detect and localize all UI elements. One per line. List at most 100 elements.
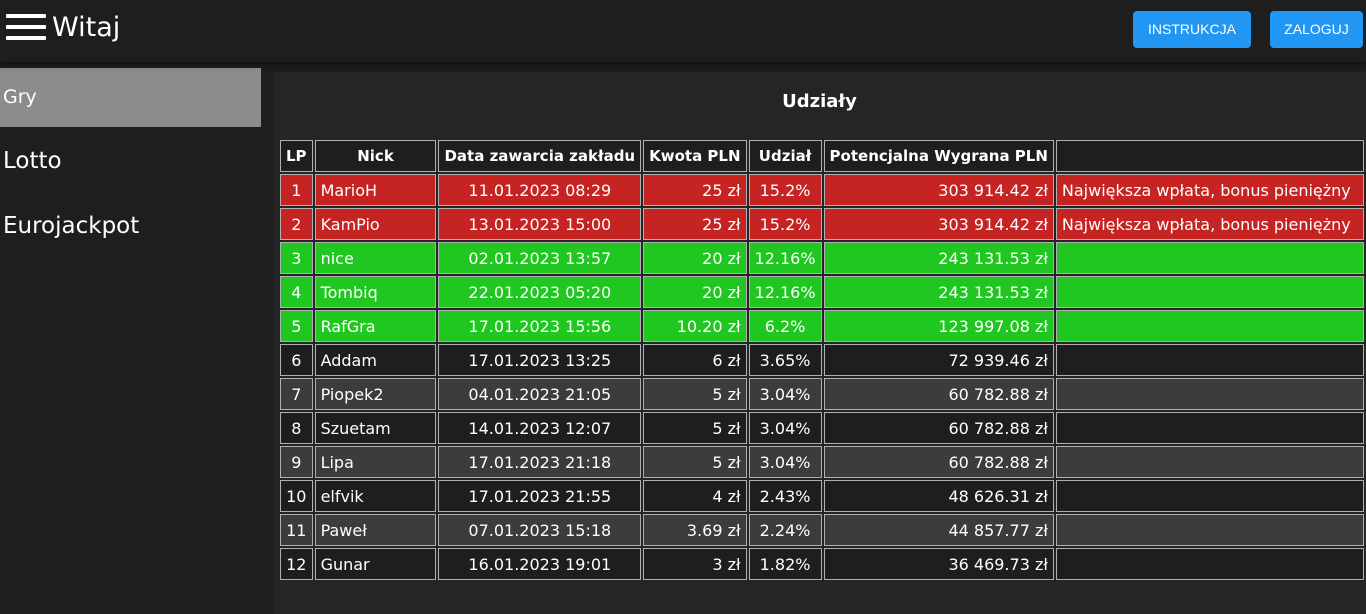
page-title: Udziały xyxy=(782,91,857,112)
shares-table: LP Nick Data zawarcia zakładu Kwota PLN … xyxy=(278,138,1366,582)
cell-nick: Addam xyxy=(314,344,437,376)
cell-nick: KamPio xyxy=(314,208,437,240)
cell-potential-win: 36 469.73 zł xyxy=(823,548,1054,580)
cell-note xyxy=(1055,548,1364,580)
cell-date: 02.01.2023 13:57 xyxy=(438,242,642,274)
login-button[interactable]: ZALOGUJ xyxy=(1270,11,1363,48)
cell-share: 3.04% xyxy=(748,378,822,410)
column-header-amount: Kwota PLN xyxy=(643,140,747,172)
column-header-share: Udział xyxy=(748,140,822,172)
cell-date: 17.01.2023 13:25 xyxy=(438,344,642,376)
cell-nick: Gunar xyxy=(314,548,437,580)
cell-date: 11.01.2023 08:29 xyxy=(438,174,642,206)
cell-share: 15.2% xyxy=(748,174,822,206)
cell-note xyxy=(1055,412,1364,444)
top-app-bar: Witaj INSTRUKCJA ZALOGUJ xyxy=(0,0,1366,62)
cell-note: Największa wpłata, bonus pieniężny xyxy=(1055,208,1364,240)
cell-amount: 3 zł xyxy=(643,548,747,580)
cell-amount: 6 zł xyxy=(643,344,747,376)
cell-share: 3.65% xyxy=(748,344,822,376)
cell-nick: MarioH xyxy=(314,174,437,206)
menu-icon[interactable] xyxy=(6,14,46,42)
cell-note xyxy=(1055,276,1364,308)
table-row: 11 Paweł 07.01.2023 15:18 3.69 zł 2.24% 44 85… xyxy=(280,514,1364,546)
cell-lp: 6 xyxy=(280,344,313,376)
column-header-nick: Nick xyxy=(314,140,437,172)
cell-potential-win: 44 857.77 zł xyxy=(823,514,1054,546)
cell-nick: Szuetam xyxy=(314,412,437,444)
column-header-lp: LP xyxy=(280,140,313,172)
cell-note xyxy=(1055,446,1364,478)
cell-amount: 10.20 zł xyxy=(643,310,747,342)
cell-potential-win: 60 782.88 zł xyxy=(823,412,1054,444)
cell-potential-win: 303 914.42 zł xyxy=(823,208,1054,240)
cell-date: 14.01.2023 12:07 xyxy=(438,412,642,444)
menu-icon-bar xyxy=(6,36,46,40)
cell-share: 3.04% xyxy=(748,446,822,478)
sidebar-item-eurojackpot[interactable]: Eurojackpot xyxy=(3,213,140,239)
cell-date: 13.01.2023 15:00 xyxy=(438,208,642,240)
cell-note xyxy=(1055,378,1364,410)
column-header-potential-win: Potencjalna Wygrana PLN xyxy=(823,140,1054,172)
table-row: 9 Lipa 17.01.2023 21:18 5 zł 3.04% 60 782.88 … xyxy=(280,446,1364,478)
column-header-note xyxy=(1055,140,1364,172)
cell-share: 2.24% xyxy=(748,514,822,546)
cell-potential-win: 123 997.08 zł xyxy=(823,310,1054,342)
column-header-date: Data zawarcia zakładu xyxy=(438,140,642,172)
menu-icon-bar xyxy=(6,14,46,18)
sidebar-section-games[interactable]: Gry xyxy=(0,68,261,127)
cell-nick: Tombiq xyxy=(314,276,437,308)
cell-lp: 8 xyxy=(280,412,313,444)
sidebar: Gry Lotto Eurojackpot xyxy=(0,68,261,614)
cell-amount: 4 zł xyxy=(643,480,747,512)
cell-potential-win: 60 782.88 zł xyxy=(823,378,1054,410)
cell-lp: 4 xyxy=(280,276,313,308)
cell-note xyxy=(1055,242,1364,274)
cell-amount: 5 zł xyxy=(643,378,747,410)
cell-amount: 5 zł xyxy=(643,412,747,444)
instruction-button[interactable]: INSTRUKCJA xyxy=(1133,11,1251,48)
cell-lp: 12 xyxy=(280,548,313,580)
cell-date: 22.01.2023 05:20 xyxy=(438,276,642,308)
table-row: 10 elfvik 17.01.2023 21:55 4 zł 2.43% 48 626.… xyxy=(280,480,1364,512)
cell-note xyxy=(1055,480,1364,512)
table-row: 6 Addam 17.01.2023 13:25 6 zł 3.65% 72 939.46… xyxy=(280,344,1364,376)
cell-date: 17.01.2023 21:55 xyxy=(438,480,642,512)
cell-amount: 25 zł xyxy=(643,174,747,206)
cell-share: 12.16% xyxy=(748,242,822,274)
cell-lp: 7 xyxy=(280,378,313,410)
cell-share: 1.82% xyxy=(748,548,822,580)
cell-date: 07.01.2023 15:18 xyxy=(438,514,642,546)
cell-lp: 11 xyxy=(280,514,313,546)
cell-nick: Piopek2 xyxy=(314,378,437,410)
table-header-row: LP Nick Data zawarcia zakładu Kwota PLN … xyxy=(280,140,1364,172)
cell-share: 3.04% xyxy=(748,412,822,444)
cell-nick: Lipa xyxy=(314,446,437,478)
cell-share: 2.43% xyxy=(748,480,822,512)
table-row: 5 RafGra 17.01.2023 15:56 10.20 zł 6.2% 123 9… xyxy=(280,310,1364,342)
cell-potential-win: 48 626.31 zł xyxy=(823,480,1054,512)
table-row: 1 MarioH 11.01.2023 08:29 25 zł 15.2% 303 914… xyxy=(280,174,1364,206)
cell-note xyxy=(1055,344,1364,376)
table-row: 3 nice 02.01.2023 13:57 20 zł 12.16% 243 131.… xyxy=(280,242,1364,274)
table-row: 12 Gunar 16.01.2023 19:01 3 zł 1.82% 36 469.7… xyxy=(280,548,1364,580)
cell-amount: 5 zł xyxy=(643,446,747,478)
cell-date: 04.01.2023 21:05 xyxy=(438,378,642,410)
cell-potential-win: 60 782.88 zł xyxy=(823,446,1054,478)
cell-date: 17.01.2023 15:56 xyxy=(438,310,642,342)
cell-potential-win: 243 131.53 zł xyxy=(823,242,1054,274)
menu-icon-bar xyxy=(6,25,46,29)
table-row: 8 Szuetam 14.01.2023 12:07 5 zł 3.04% 60 782.… xyxy=(280,412,1364,444)
table-row: 4 Tombiq 22.01.2023 05:20 20 zł 12.16% 243 13… xyxy=(280,276,1364,308)
sidebar-item-lotto[interactable]: Lotto xyxy=(3,148,62,174)
cell-potential-win: 303 914.42 zł xyxy=(823,174,1054,206)
cell-nick: elfvik xyxy=(314,480,437,512)
table-row: 2 KamPio 13.01.2023 15:00 25 zł 15.2% 303 914… xyxy=(280,208,1364,240)
cell-share: 12.16% xyxy=(748,276,822,308)
cell-lp: 2 xyxy=(280,208,313,240)
cell-lp: 10 xyxy=(280,480,313,512)
cell-potential-win: 72 939.46 zł xyxy=(823,344,1054,376)
cell-note: Największa wpłata, bonus pieniężny xyxy=(1055,174,1364,206)
cell-lp: 5 xyxy=(280,310,313,342)
cell-lp: 3 xyxy=(280,242,313,274)
